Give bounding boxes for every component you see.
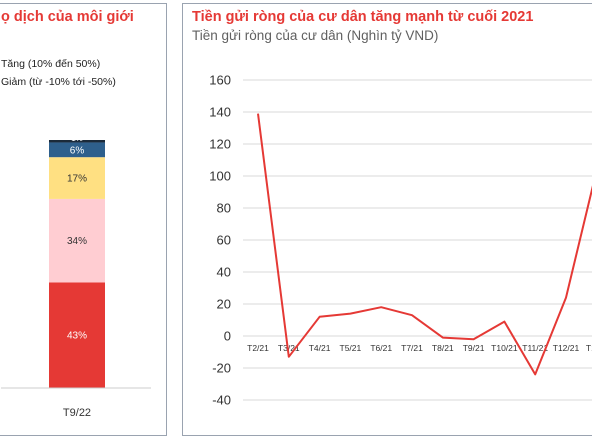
bar-data-label: 34%	[67, 236, 87, 247]
x-tick-label: T10/21	[491, 343, 518, 353]
bar-segment	[49, 142, 105, 158]
y-tick-label: 0	[224, 329, 231, 344]
x-tick-label: T2/21	[247, 343, 269, 353]
bar-segment	[49, 282, 105, 388]
x-tick-label: T5/21	[340, 343, 362, 353]
chart-subtitle: Tiền gửi ròng của cư dân (Nghìn tỷ VND)	[192, 28, 439, 43]
y-tick-label: 40	[217, 265, 231, 280]
x-tick-label: T4/21	[309, 343, 331, 353]
y-tick-label: 120	[209, 137, 231, 152]
series-line	[257, 113, 592, 376]
bar-data-label: 43%	[67, 331, 87, 342]
x-tick-label: T9/22	[63, 407, 91, 419]
y-tick-label: 100	[209, 169, 231, 184]
x-tick-label: T8/21	[432, 343, 454, 353]
left-chart-panel: ọ dịch của môi giới Tăng (10% đến 50%) G…	[0, 3, 167, 436]
y-tick-label: -40	[212, 393, 231, 408]
y-tick-label: -20	[212, 361, 231, 376]
line-chart: 160 140 120 100 80 60 40 20 0 -20 -40 T2/21 T3/21 T4/…	[209, 73, 592, 408]
legend-increase: Tăng (10% đến 50%)	[1, 58, 101, 70]
bar-segment	[49, 198, 105, 283]
y-tick-label: 60	[217, 233, 231, 248]
x-tick-label: T9/21	[463, 343, 485, 353]
bar-data-label: 1%	[71, 134, 83, 143]
x-tick-label: T3/21	[278, 343, 300, 353]
x-tick-label: T6/21	[370, 343, 392, 353]
left-chart-title: ọ dịch của môi giới	[1, 9, 134, 25]
bar-segment	[49, 157, 105, 199]
y-tick-label: 80	[217, 201, 231, 216]
chart-title: Tiền gửi ròng của cư dân tăng mạnh từ cu…	[192, 9, 534, 25]
legend-decrease: Giảm (từ -10% tới -50%)	[1, 76, 116, 88]
bar-data-label: 17%	[67, 174, 87, 185]
y-tick-label: 140	[209, 105, 231, 120]
x-tick-label: T7/21	[401, 343, 423, 353]
x-tick-label: T11/21	[522, 343, 548, 353]
x-tick-label: T12/21	[553, 343, 580, 353]
bar-segment	[49, 140, 105, 143]
x-tick-label: T1/22	[586, 343, 592, 353]
y-tick-label: 20	[217, 297, 231, 312]
bar-data-label: 6%	[70, 145, 85, 156]
right-chart-panel: Tiền gửi ròng của cư dân tăng mạnh từ cu…	[182, 3, 592, 436]
stacked-bar-chart: 43% 34% 17% 6% 1% T9/22	[1, 134, 151, 419]
y-tick-label: 160	[209, 73, 231, 88]
